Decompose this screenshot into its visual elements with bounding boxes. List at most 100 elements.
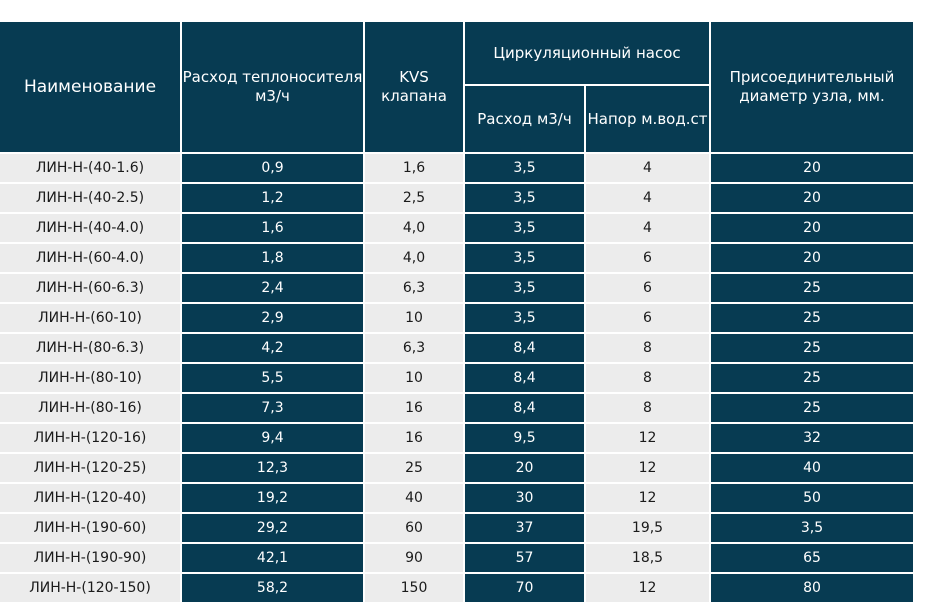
cell-flow: 7,3 [182,394,365,424]
cell-flow: 9,4 [182,424,365,454]
cell-pump-head: 8 [586,364,711,394]
cell-pump-head: 4 [586,214,711,244]
cell-flow: 5,5 [182,364,365,394]
cell-flow: 12,3 [182,454,365,484]
cell-kvs: 10 [365,364,465,394]
table-row: ЛИН-Н-(60-10) 2,9 10 3,5 6 25 [0,304,913,334]
cell-pump-flow: 37 [465,514,586,544]
cell-kvs: 16 [365,394,465,424]
cell-pump-flow: 57 [465,544,586,574]
cell-pump-head: 6 [586,274,711,304]
cell-kvs: 6,3 [365,334,465,364]
cell-diameter: 25 [711,274,913,304]
cell-pump-head: 6 [586,244,711,274]
cell-name: ЛИН-Н-(120-25) [0,454,182,484]
cell-kvs: 16 [365,424,465,454]
cell-diameter: 40 [711,454,913,484]
cell-name: ЛИН-Н-(40-1.6) [0,154,182,184]
cell-flow: 1,2 [182,184,365,214]
cell-kvs: 6,3 [365,274,465,304]
cell-name: ЛИН-Н-(80-16) [0,394,182,424]
cell-diameter: 32 [711,424,913,454]
cell-flow: 0,9 [182,154,365,184]
cell-name: ЛИН-Н-(60-10) [0,304,182,334]
cell-flow: 42,1 [182,544,365,574]
cell-pump-head: 8 [586,394,711,424]
cell-diameter: 25 [711,304,913,334]
cell-kvs: 4,0 [365,244,465,274]
cell-name: ЛИН-Н-(80-10) [0,364,182,394]
cell-flow: 29,2 [182,514,365,544]
cell-flow: 1,8 [182,244,365,274]
cell-name: ЛИН-Н-(120-40) [0,484,182,514]
col-header-kvs: KVS клапана [365,22,465,154]
table-row: ЛИН-Н-(60-6.3) 2,4 6,3 3,5 6 25 [0,274,913,304]
cell-pump-head: 6 [586,304,711,334]
table-row: ЛИН-Н-(80-16) 7,3 16 8,4 8 25 [0,394,913,424]
cell-pump-flow: 3,5 [465,304,586,334]
cell-pump-head: 12 [586,574,711,602]
cell-kvs: 60 [365,514,465,544]
cell-pump-flow: 3,5 [465,214,586,244]
cell-pump-flow: 8,4 [465,334,586,364]
cell-pump-head: 19,5 [586,514,711,544]
cell-pump-head: 4 [586,154,711,184]
cell-kvs: 90 [365,544,465,574]
cell-pump-flow: 20 [465,454,586,484]
cell-pump-flow: 8,4 [465,394,586,424]
cell-pump-head: 18,5 [586,544,711,574]
cell-pump-head: 12 [586,424,711,454]
table-row: ЛИН-Н-(40-1.6) 0,9 1,6 3,5 4 20 [0,154,913,184]
table-row: ЛИН-Н-(40-2.5) 1,2 2,5 3,5 4 20 [0,184,913,214]
cell-name: ЛИН-Н-(40-2.5) [0,184,182,214]
cell-flow: 58,2 [182,574,365,602]
table-row: ЛИН-Н-(190-90) 42,1 90 57 18,5 65 [0,544,913,574]
col-header-pump-flow: Расход м3/ч [465,86,586,154]
cell-diameter: 20 [711,214,913,244]
header-row-2: Расход м3/ч Напор м.вод.ст [0,86,913,154]
table-row: ЛИН-Н-(120-40) 19,2 40 30 12 50 [0,484,913,514]
cell-pump-flow: 3,5 [465,274,586,304]
spec-table: Наименование Расход теплоносителя м3/ч K… [0,22,913,602]
cell-kvs: 40 [365,484,465,514]
col-header-pump-head: Напор м.вод.ст [586,86,711,154]
header-row-1: Наименование Расход теплоносителя м3/ч K… [0,22,913,154]
cell-diameter: 20 [711,184,913,214]
col-header-diameter: Присоединительный диаметр узла, мм. [711,22,913,154]
table-row: ЛИН-Н-(80-6.3) 4,2 6,3 8,4 8 25 [0,334,913,364]
cell-kvs: 4,0 [365,214,465,244]
cell-diameter: 65 [711,544,913,574]
cell-kvs: 1,6 [365,154,465,184]
cell-kvs: 150 [365,574,465,602]
cell-pump-head: 12 [586,454,711,484]
cell-diameter: 80 [711,574,913,602]
cell-name: ЛИН-Н-(120-16) [0,424,182,454]
cell-pump-flow: 9,5 [465,424,586,454]
cell-name: ЛИН-Н-(80-6.3) [0,334,182,364]
cell-diameter: 50 [711,484,913,514]
table-row: ЛИН-Н-(190-60) 29,2 60 37 19,5 3,5 [0,514,913,544]
cell-diameter: 25 [711,334,913,364]
cell-kvs: 10 [365,304,465,334]
cell-pump-flow: 3,5 [465,184,586,214]
cell-name: ЛИН-Н-(60-4.0) [0,244,182,274]
cell-pump-flow: 3,5 [465,154,586,184]
cell-diameter: 25 [711,364,913,394]
cell-diameter: 20 [711,244,913,274]
table-row: ЛИН-Н-(60-4.0) 1,8 4,0 3,5 6 20 [0,244,913,274]
cell-name: ЛИН-Н-(120-150) [0,574,182,602]
table-body: ЛИН-Н-(40-1.6) 0,9 1,6 3,5 4 20 ЛИН-Н-(40-2.5)… [0,154,913,602]
cell-pump-flow: 8,4 [465,364,586,394]
col-header-pump: Циркуляционный насос [465,22,711,86]
cell-name: ЛИН-Н-(190-90) [0,544,182,574]
cell-pump-flow: 3,5 [465,244,586,274]
cell-kvs: 2,5 [365,184,465,214]
cell-flow: 2,9 [182,304,365,334]
table-row: ЛИН-Н-(40-4.0) 1,6 4,0 3,5 4 20 [0,214,913,244]
cell-pump-flow: 70 [465,574,586,602]
table-row: ЛИН-Н-(120-25) 12,3 25 20 12 40 [0,454,913,484]
cell-name: ЛИН-Н-(190-60) [0,514,182,544]
cell-kvs: 25 [365,454,465,484]
col-header-name: Наименование [0,22,182,154]
cell-name: ЛИН-Н-(40-4.0) [0,214,182,244]
